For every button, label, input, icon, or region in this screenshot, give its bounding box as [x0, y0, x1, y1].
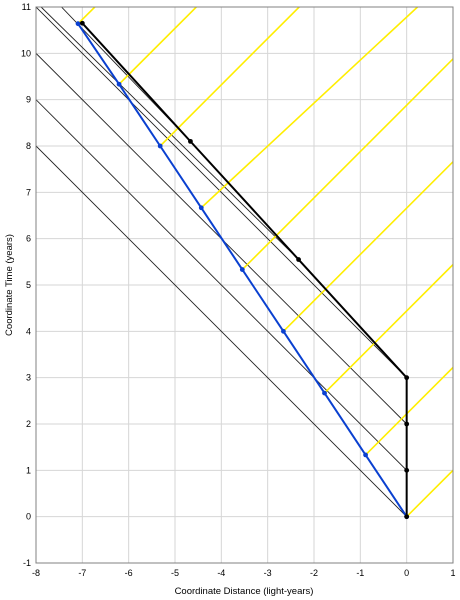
yellow-line-3 [282, 161, 453, 332]
x-tick-labels: -8 -7 -6 -5 -4 -3 -2 -1 0 1 [32, 568, 456, 578]
black-path-point [296, 257, 301, 262]
y-tick-label: 11 [22, 2, 31, 12]
blue-path-point [157, 143, 163, 149]
blue-path-point [281, 328, 286, 334]
black-path-point [404, 421, 410, 427]
x-tick-label: -4 [217, 568, 225, 578]
thin-line-1 [36, 99, 407, 471]
yellow-lines [77, 7, 453, 518]
blue-path-point [116, 81, 122, 87]
x-tick-label: -7 [78, 568, 86, 578]
blue-path-point [363, 452, 368, 458]
y-tick-label: 10 [21, 48, 31, 58]
x-tick-label: 1 [450, 568, 455, 578]
y-tick-label: 6 [26, 234, 31, 244]
y-tick-label: 8 [26, 141, 31, 151]
y-tick-label: 2 [26, 419, 31, 429]
y-tick-label: 7 [26, 187, 31, 197]
blue-path-point [198, 205, 204, 211]
x-tick-label: -5 [171, 568, 179, 578]
yellow-line-1 [365, 366, 453, 456]
y-tick-labels: -1 0 1 2 3 4 5 6 7 8 9 10 11 [21, 2, 31, 568]
yellow-line-4 [241, 58, 453, 271]
black-path-point [404, 467, 410, 473]
y-tick-label: 0 [26, 512, 31, 522]
x-tick-label: -6 [125, 568, 133, 578]
y-tick-label: 3 [26, 373, 31, 383]
data-points [75, 20, 410, 520]
x-tick-label: -1 [356, 568, 364, 578]
y-tick-label: 4 [26, 326, 31, 336]
black-path-point [404, 375, 410, 381]
y-axis-title: Coordinate Time (years) [4, 234, 15, 336]
x-tick-label: -3 [264, 568, 272, 578]
blue-path-point [322, 390, 327, 396]
x-tick-label: -8 [32, 568, 40, 578]
y-tick-label: -1 [23, 558, 31, 568]
yellow-line-2 [323, 264, 453, 394]
x-tick-label: 0 [404, 568, 409, 578]
yellow-line-0 [406, 469, 453, 518]
black-path-point [188, 138, 193, 144]
thin-line-4 [40, 7, 299, 260]
yellow-line-8 [77, 7, 96, 25]
thin-line-3 [36, 7, 407, 378]
x-tick-label: -2 [310, 568, 318, 578]
yellow-line-7 [118, 7, 197, 85]
x-axis-title: Coordinate Distance (light-years) [175, 586, 314, 597]
yellow-line-5 [200, 7, 419, 209]
thin-line-0 [36, 145, 407, 517]
blue-path-point [239, 267, 245, 272]
y-tick-label: 9 [26, 95, 31, 105]
black-path-point [404, 514, 410, 520]
y-tick-label: 1 [26, 465, 31, 475]
yellow-line-6 [159, 7, 300, 147]
plot-frame [35, 6, 454, 564]
blue-path-point [75, 21, 81, 27]
y-tick-label: 5 [26, 280, 31, 290]
black-path-point [79, 20, 85, 26]
